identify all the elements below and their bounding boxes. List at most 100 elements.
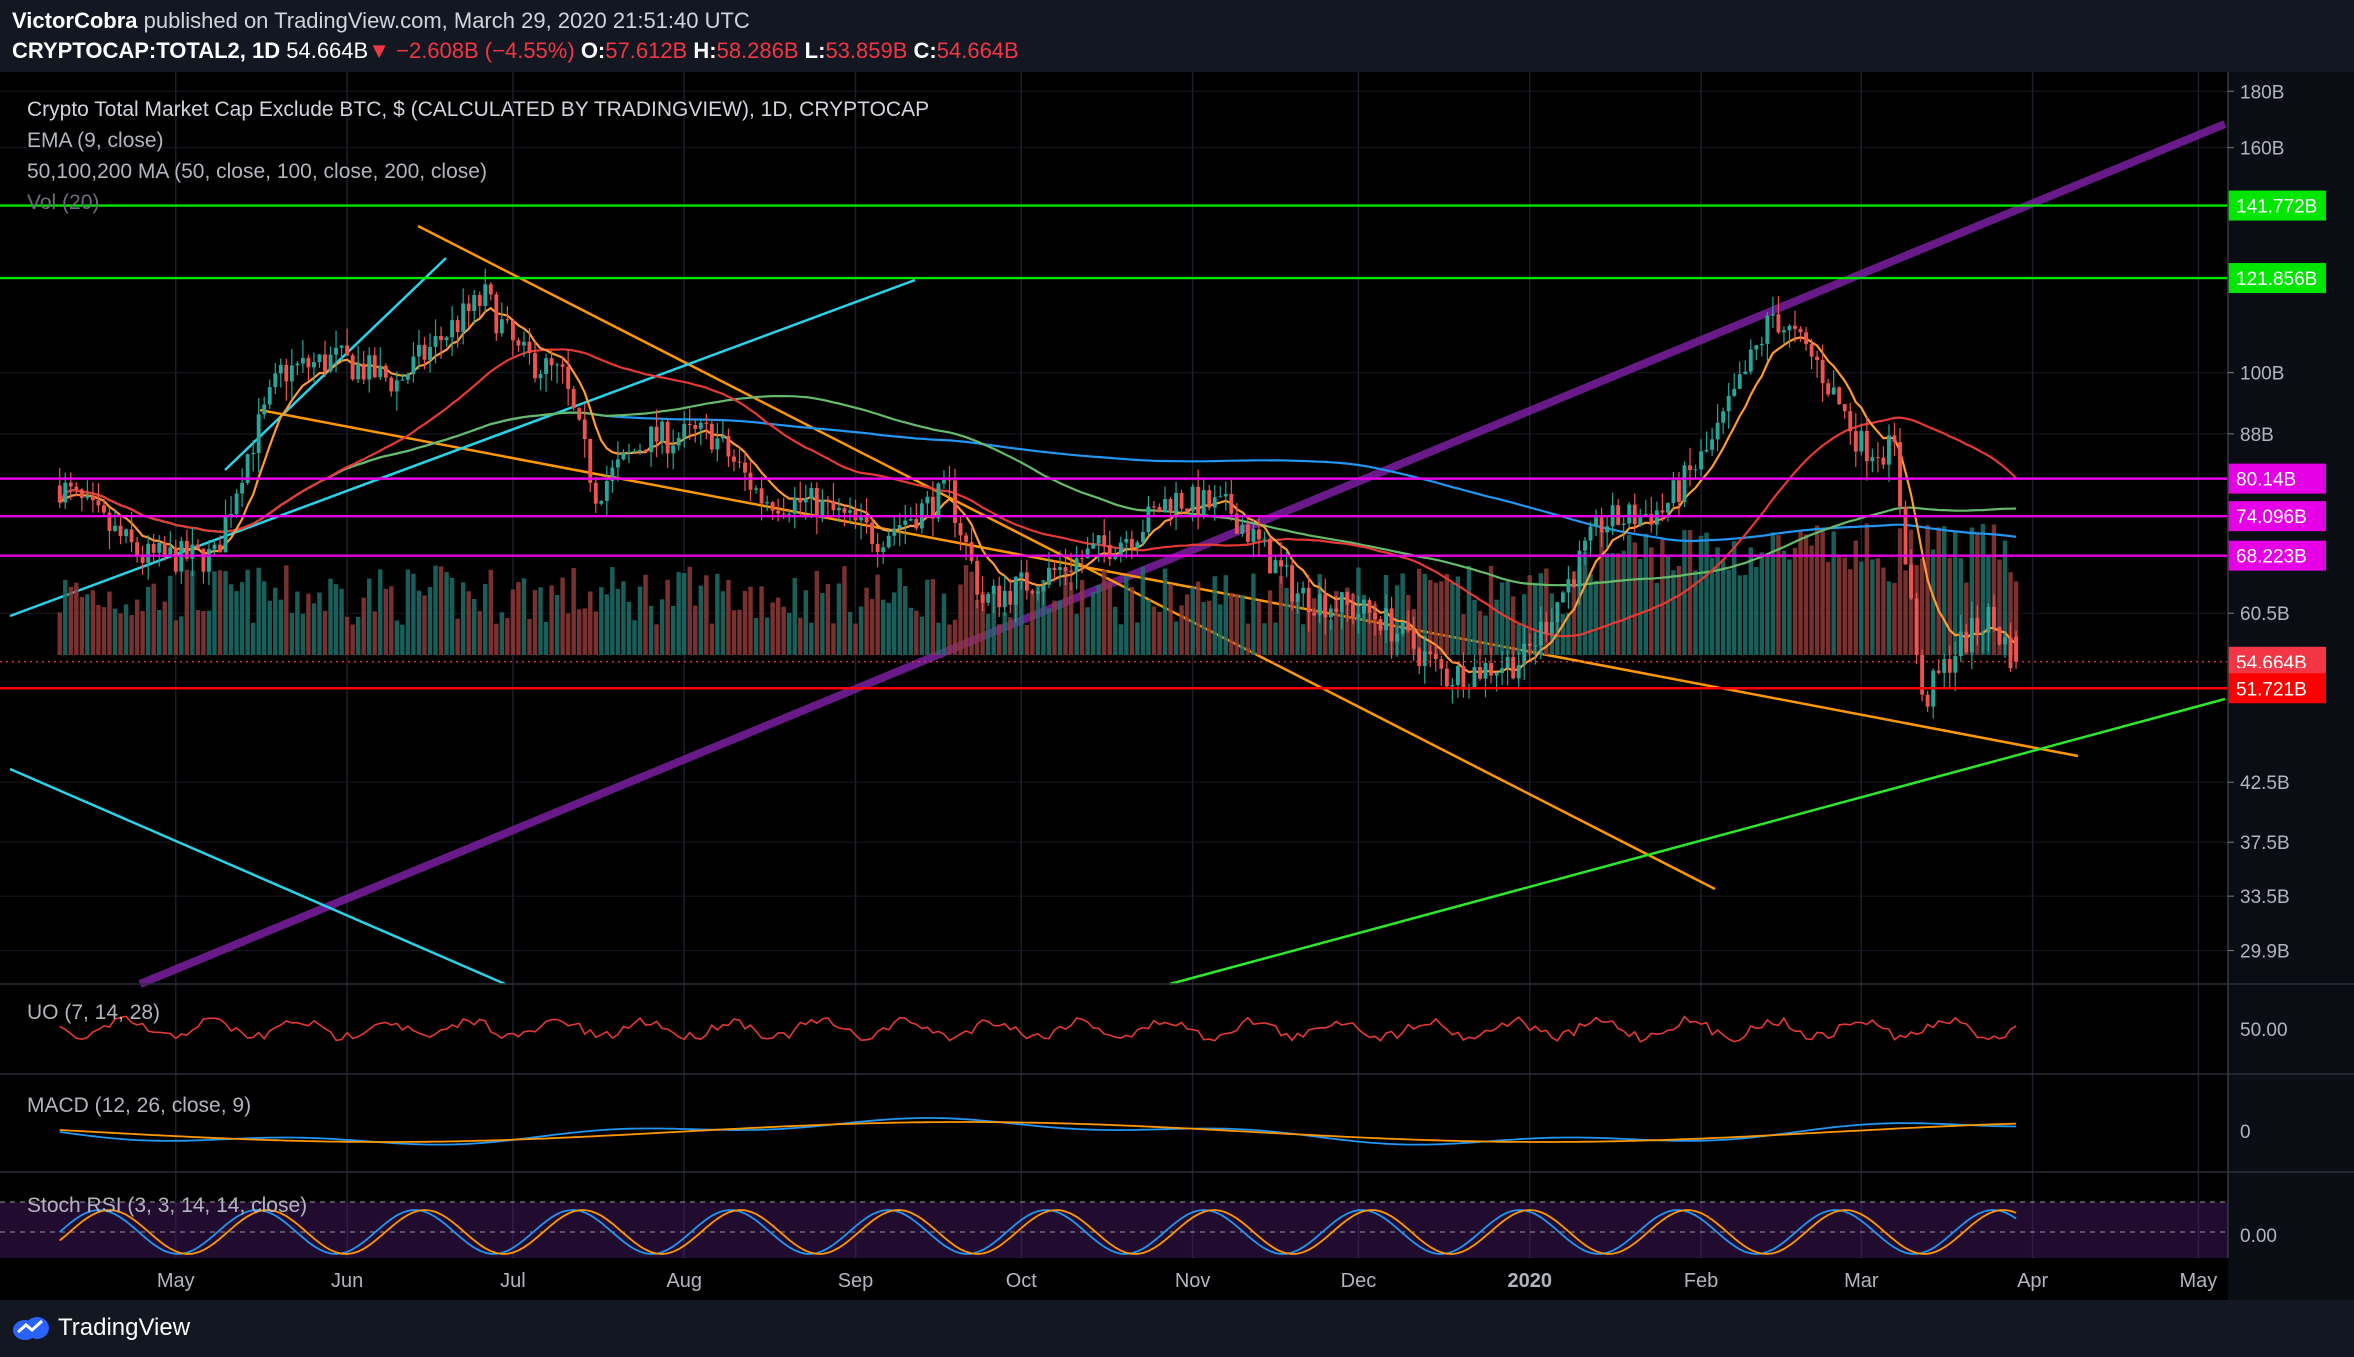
axis-tick-label: 60.5B — [2240, 604, 2290, 625]
candle-body — [958, 522, 963, 536]
volume-bar — [1113, 606, 1118, 655]
time-axis-label: Nov — [1175, 1270, 1211, 1292]
candle-body — [582, 419, 587, 440]
trendline-drawings[interactable] — [9, 120, 2227, 988]
candle-body — [1627, 504, 1632, 524]
candle-body — [223, 516, 228, 553]
candle-body — [466, 303, 471, 312]
candle-body — [1577, 550, 1582, 587]
candle-body — [2008, 637, 2013, 669]
volume-bar — [648, 605, 654, 655]
volume-bar — [278, 599, 283, 655]
candle-body — [732, 456, 736, 462]
time-axis-background — [0, 1258, 2228, 1300]
author-name[interactable]: VictorCobra — [12, 8, 138, 33]
symbol-label[interactable]: CRYPTOCAP:TOTAL2, 1D — [12, 38, 281, 63]
legend-ema: EMA (9, close) — [27, 129, 164, 152]
volume-bar — [499, 612, 505, 655]
orange-descending-line-upper — [417, 224, 1716, 891]
volume-bar — [1997, 559, 2002, 655]
volume-bar — [416, 590, 422, 655]
candle-body — [1041, 584, 1046, 592]
candle-body — [1875, 457, 1880, 459]
volume-bar — [157, 609, 162, 655]
horizontal-levels[interactable]: 141.772B121.856B80.14B74.096B68.223B54.6… — [0, 190, 2326, 704]
candle-body — [439, 336, 443, 341]
candle-body — [1367, 600, 1372, 613]
volume-bar — [941, 593, 947, 655]
candle-body — [306, 357, 311, 368]
candle-body — [1721, 411, 1726, 423]
volume-bar — [538, 587, 543, 655]
volume-bar — [239, 582, 245, 655]
candle-body — [803, 498, 808, 503]
volume-bar — [1803, 534, 1809, 655]
volume-bar — [1698, 535, 1704, 655]
volume-bar — [1566, 612, 1571, 655]
candle-body — [1920, 655, 1925, 695]
time-axis-label: Jun — [331, 1270, 363, 1292]
axis-tick-label: 180B — [2240, 82, 2284, 103]
candle-body — [1566, 579, 1571, 593]
candle-body — [538, 374, 543, 379]
axis-tick-label: 37.5B — [2240, 833, 2290, 854]
candle-body — [1400, 622, 1405, 634]
volume-bar — [1958, 558, 1963, 655]
price-axis[interactable]: 180B 160B 100B 88B 60.5B 42.5B 37.5B 33.5B 29.9B… — [2227, 72, 2290, 1258]
axis-tick-label: 100B — [2240, 364, 2284, 385]
indicator-panes — [0, 983, 2354, 1262]
volume-bar — [63, 579, 68, 655]
candle-body — [1074, 558, 1079, 573]
volume-bar — [234, 591, 239, 655]
candle-body — [1422, 651, 1427, 666]
volume-bar — [737, 609, 742, 655]
candle-body — [1002, 590, 1007, 608]
volume-bar — [952, 619, 958, 655]
candle-body — [1699, 451, 1703, 470]
candle-body — [510, 320, 515, 341]
candle-body — [1975, 617, 1980, 634]
candle-body — [1444, 668, 1449, 687]
candle-body — [709, 423, 714, 450]
tradingview-logo[interactable]: TradingView — [12, 1314, 190, 1342]
candle-body — [1842, 404, 1847, 412]
volume-bar — [405, 569, 411, 655]
candle-body — [1815, 356, 1820, 361]
candle-body — [140, 555, 145, 563]
volume-bar — [1925, 524, 1930, 655]
price-change: −2.608B (−4.55%) — [396, 38, 575, 63]
candle-body — [1743, 371, 1748, 375]
candle-body — [499, 319, 504, 334]
candle-body — [1030, 590, 1035, 594]
candle-body — [1168, 499, 1173, 512]
volume-bar — [1118, 624, 1123, 655]
volume-bar — [1030, 594, 1035, 655]
candle-body — [660, 421, 665, 442]
candle-body — [1726, 395, 1731, 412]
volume-bar — [527, 618, 532, 655]
candle-body — [201, 548, 206, 572]
stoch-k-line — [59, 1209, 2017, 1255]
volume-bar — [477, 611, 482, 655]
volume-bar — [85, 594, 90, 655]
candle-body — [1273, 560, 1278, 574]
volume-bar — [682, 572, 687, 655]
volume-bar — [1853, 540, 1858, 655]
volume-bar — [626, 601, 632, 655]
candle-body — [953, 480, 957, 523]
volume-bar — [2008, 572, 2013, 655]
chart-area[interactable]: 141.772B121.856B80.14B74.096B68.223B54.6… — [0, 72, 2354, 1300]
time-axis[interactable]: May Jun Jul Aug Sep Oct Nov Dec 2020 Feb Mar Apr May — [0, 1258, 2228, 1300]
volume-bar — [140, 611, 145, 655]
volume-bar — [1975, 534, 1980, 655]
volume-bar — [720, 591, 726, 655]
volume-bar — [925, 579, 930, 655]
volume-bar — [1090, 591, 1096, 655]
volume-bar — [184, 569, 190, 655]
volume-bar — [74, 582, 79, 655]
candle-body — [1649, 513, 1654, 525]
volume-bar — [1814, 525, 1820, 655]
candle-body — [1257, 529, 1261, 540]
volume-bar — [96, 604, 101, 655]
candle-body — [1245, 524, 1250, 542]
